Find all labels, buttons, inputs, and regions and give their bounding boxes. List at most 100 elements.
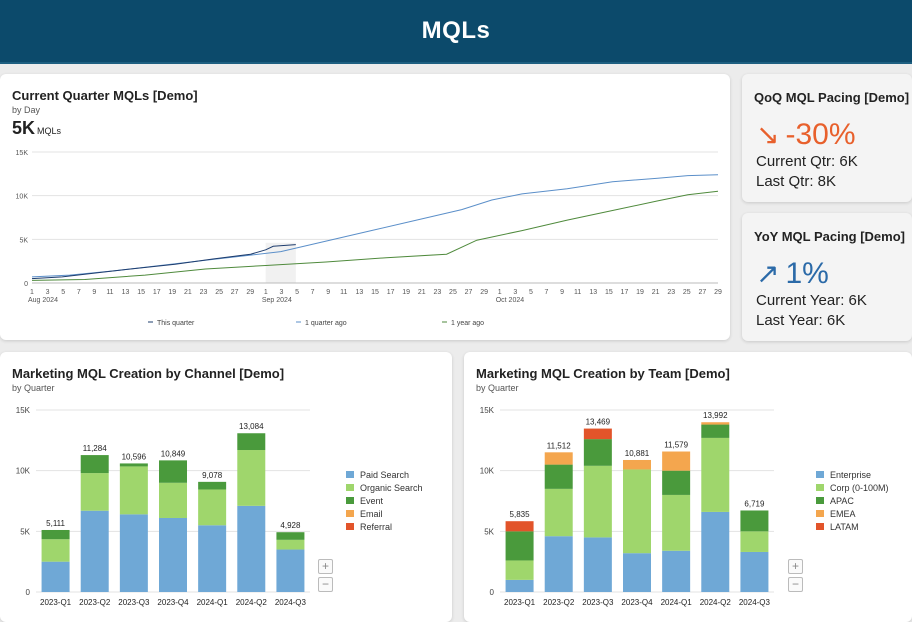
kpi-unit: MQLs [37, 126, 62, 136]
page-title: MQLs [421, 17, 491, 44]
x-tick-label: 2023-Q3 [118, 598, 150, 607]
qoq-change: ↘ -30% [756, 118, 856, 152]
bar-segment [505, 531, 534, 561]
y-tick-label: 0 [490, 588, 495, 597]
legend-item[interactable]: Organic Search [346, 481, 423, 494]
bar-segment [80, 510, 109, 592]
team-bar-chart[interactable]: 0 5K 10K 15K 5,835 2023-Q1 11,512 2023-Q2 13,469… [464, 352, 912, 622]
legend-label: Event [360, 495, 384, 506]
bar-segment [159, 517, 187, 592]
x-tick-label: 3 [46, 289, 50, 296]
bar-segment [198, 489, 227, 526]
y-tick-label: 15K [480, 406, 495, 415]
bar-total-label: 10,849 [161, 449, 186, 458]
bar-segment [544, 464, 573, 489]
x-tick-label: 11 [574, 289, 581, 296]
legend-label: 1 year ago [451, 320, 484, 327]
bar-total-label: 6,719 [744, 499, 765, 508]
legend-label: Email [360, 508, 383, 519]
legend-item[interactable]: EMEA [816, 507, 889, 520]
bar-total-label: 5,835 [510, 510, 531, 519]
bar-segment [701, 422, 730, 425]
kpi-number: 5K [12, 118, 36, 138]
legend-label: Referral [360, 521, 393, 532]
legend-item[interactable]: Event [346, 494, 423, 507]
bar-segment [80, 455, 109, 474]
bar-segment [276, 539, 305, 550]
x-tick-label: 15 [605, 289, 613, 296]
bar-segment [237, 450, 266, 506]
y-tick-label: 5K [20, 527, 30, 536]
legend-label: Enterprise [830, 469, 872, 480]
arrow-up-right-icon: ↗ [756, 258, 780, 289]
bar-total-label: 4,928 [280, 521, 301, 530]
bar-segment [623, 553, 651, 592]
bar-segment [505, 579, 534, 592]
card-subtitle: by Quarter [12, 383, 55, 393]
x-tick-label: 7 [77, 289, 81, 296]
channel-bar-chart[interactable]: 0 5K 10K 15K 5,111 2023-Q1 11,284 2023-Q2 10,596… [0, 352, 452, 622]
bar-segment [41, 529, 70, 540]
x-tick-label: 17 [621, 289, 629, 296]
bar-segment [119, 514, 148, 592]
yoy-change-value: 1% [785, 257, 829, 290]
x-tick-label: 11 [106, 289, 113, 296]
x-tick-label: 3 [513, 289, 517, 296]
bar-segment [662, 470, 691, 495]
team-bar-card: Marketing MQL Creation by Team [Demo] by… [464, 352, 912, 622]
legend-swatch [346, 523, 354, 530]
x-tick-label: 13 [589, 289, 597, 296]
bar-segment [583, 428, 612, 440]
zoom-in-button[interactable]: + [318, 559, 333, 574]
legend-item[interactable]: Enterprise [816, 468, 889, 481]
zoom-in-button[interactable]: + [788, 559, 803, 574]
bar-segment [41, 561, 70, 592]
zoom-out-button[interactable]: − [788, 577, 803, 592]
x-tick-label: 7 [545, 289, 549, 296]
bar-segment [583, 439, 612, 466]
bar-segment [198, 525, 227, 592]
zoom-out-button[interactable]: − [318, 577, 333, 592]
bar-total-label: 10,881 [625, 449, 650, 458]
legend-item[interactable]: APAC [816, 494, 889, 507]
x-tick-label: 25 [449, 289, 457, 296]
y-tick-label: 15K [16, 150, 29, 157]
bar-segment [544, 536, 573, 592]
arrow-down-right-icon: ↘ [756, 119, 780, 150]
x-tick-label: 2023-Q4 [157, 598, 189, 607]
x-tick-label: 15 [137, 289, 145, 296]
legend-item[interactable]: Corp (0-100M) [816, 481, 889, 494]
bar-segment [544, 488, 573, 537]
bar-segment [505, 521, 534, 532]
x-tick-label: 2024-Q3 [739, 598, 771, 607]
bar-total-label: 10,596 [122, 452, 147, 461]
y-tick-label: 0 [26, 588, 31, 597]
legend-item[interactable]: LATAM [816, 520, 889, 533]
x-tick-label: 29 [246, 289, 254, 296]
bar-segment [623, 469, 651, 554]
x-tick-label: 27 [699, 289, 707, 296]
legend-item[interactable]: Referral [346, 520, 423, 533]
legend-item[interactable]: Paid Search [346, 468, 423, 481]
qoq-pacing-card: QoQ MQL Pacing [Demo] ↘ -30% Current Qtr:… [742, 74, 912, 202]
x-tick-label: 25 [215, 289, 223, 296]
x-tick-label: 2023-Q2 [79, 598, 111, 607]
bar-segment [159, 482, 187, 518]
x-tick-label: 2023-Q4 [621, 598, 653, 607]
card-title: QoQ MQL Pacing [Demo] [754, 90, 910, 105]
legend-item[interactable]: Email [346, 507, 423, 520]
chart-legend: Paid Search Organic Search Event Email Refer… [346, 468, 423, 533]
bar-segment [276, 549, 305, 592]
kpi-value: 5K MQLs [12, 118, 61, 139]
x-tick-label: 7 [311, 289, 315, 296]
x-tick-label: 2024-Q3 [275, 598, 307, 607]
legend-swatch [346, 497, 354, 504]
legend-swatch [816, 471, 824, 478]
x-tick-label: 3 [280, 289, 284, 296]
bar-segment [701, 437, 730, 512]
x-tick-label: 23 [667, 289, 675, 296]
x-tick-label: 2023-Q2 [543, 598, 575, 607]
x-tick-label: 1 [30, 289, 34, 296]
x-tick-label: 21 [652, 289, 660, 296]
